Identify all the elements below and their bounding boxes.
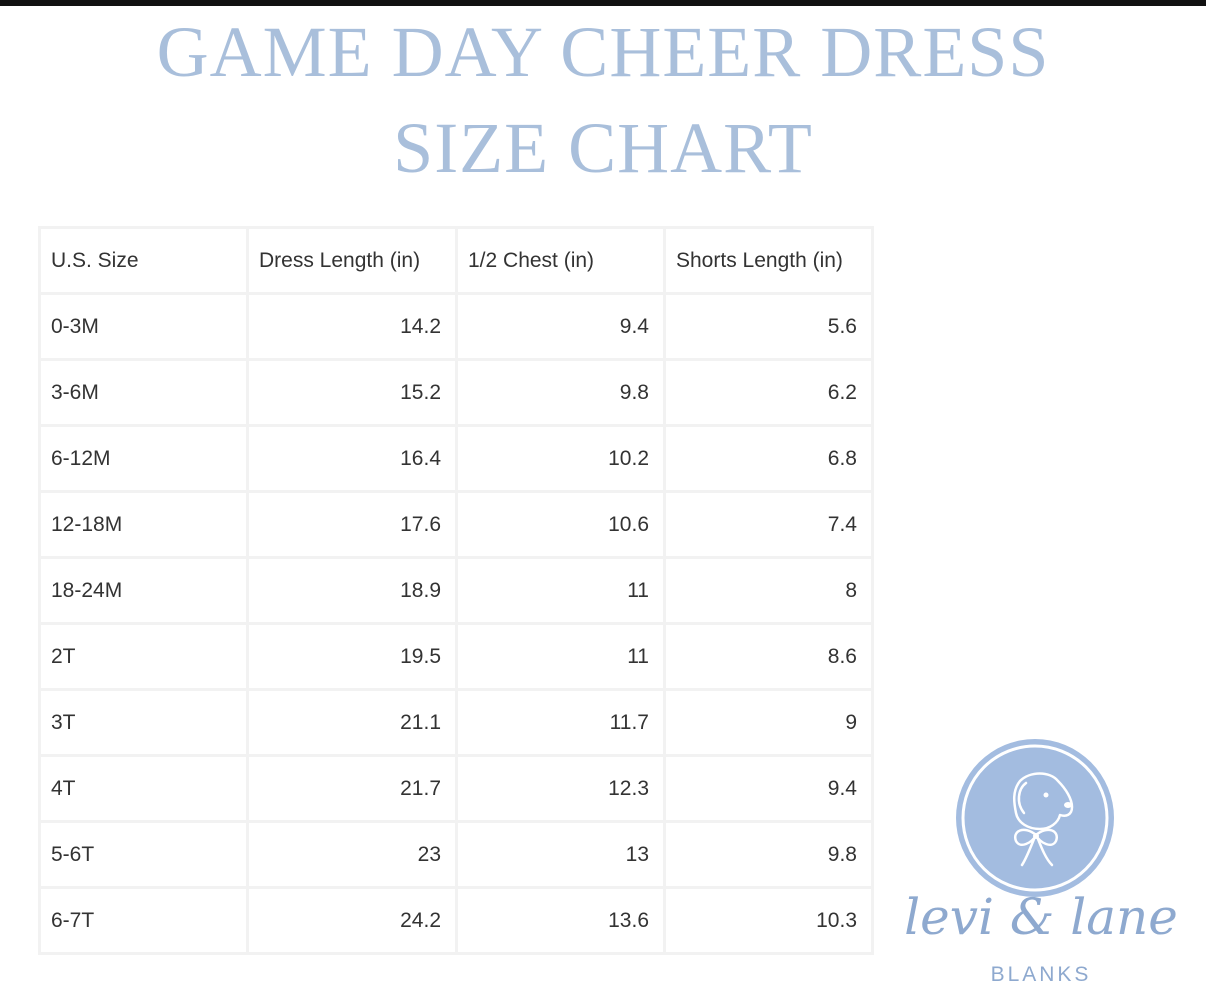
table-row: 6-7T 24.2 13.6 10.3 [38,886,874,955]
half-chest-cell: 11 [455,556,666,625]
shorts-length-cell: 7.4 [663,490,874,559]
dress-length-cell: 21.7 [246,754,458,823]
column-header-dress-length: Dress Length (in) [246,226,458,295]
table-row: 0-3M 14.2 9.4 5.6 [38,292,874,361]
brand-subtitle: BLANKS [990,963,1092,986]
dress-length-cell: 17.6 [246,490,458,559]
shorts-length-cell: 9 [663,688,874,757]
size-chart-table: U.S. Size Dress Length (in) 1/2 Chest (i… [38,226,874,955]
size-cell: 5-6T [38,820,249,889]
table-row: 3-6M 15.2 9.8 6.2 [38,358,874,427]
dog-with-bow-icon [954,737,1116,899]
shorts-length-cell: 8.6 [663,622,874,691]
size-cell: 3T [38,688,249,757]
half-chest-cell: 10.6 [455,490,666,559]
column-header-shorts-length: Shorts Length (in) [663,226,874,295]
table-row: 3T 21.1 11.7 9 [38,688,874,757]
half-chest-cell: 11.7 [455,688,666,757]
top-border [0,0,1206,6]
table-row: 4T 21.7 12.3 9.4 [38,754,874,823]
half-chest-cell: 9.8 [455,358,666,427]
table-row: 18-24M 18.9 11 8 [38,556,874,625]
half-chest-cell: 13 [455,820,666,889]
size-cell: 2T [38,622,249,691]
half-chest-cell: 10.2 [455,424,666,493]
column-header-half-chest: 1/2 Chest (in) [455,226,666,295]
size-cell: 18-24M [38,556,249,625]
shorts-length-cell: 9.8 [663,820,874,889]
dress-length-cell: 16.4 [246,424,458,493]
shorts-length-cell: 10.3 [663,886,874,955]
table-row: 2T 19.5 11 8.6 [38,622,874,691]
dress-length-cell: 23 [246,820,458,889]
dress-length-cell: 14.2 [246,292,458,361]
shorts-length-cell: 8 [663,556,874,625]
dress-length-cell: 21.1 [246,688,458,757]
half-chest-cell: 12.3 [455,754,666,823]
dress-length-cell: 24.2 [246,886,458,955]
table-row: 6-12M 16.4 10.2 6.8 [38,424,874,493]
size-cell: 0-3M [38,292,249,361]
half-chest-cell: 13.6 [455,886,666,955]
table-header-row: U.S. Size Dress Length (in) 1/2 Chest (i… [38,226,874,295]
dress-length-cell: 15.2 [246,358,458,427]
page-title-line-1: GAME DAY CHEER DRESS [156,12,1050,92]
size-cell: 4T [38,754,249,823]
dress-length-cell: 19.5 [246,622,458,691]
shorts-length-cell: 6.2 [663,358,874,427]
table-row: 5-6T 23 13 9.8 [38,820,874,889]
dress-length-cell: 18.9 [246,556,458,625]
shorts-length-cell: 9.4 [663,754,874,823]
size-cell: 6-12M [38,424,249,493]
size-cell: 12-18M [38,490,249,559]
shorts-length-cell: 6.8 [663,424,874,493]
table-row: 12-18M 17.6 10.6 7.4 [38,490,874,559]
shorts-length-cell: 5.6 [663,292,874,361]
column-header-us-size: U.S. Size [38,226,249,295]
size-cell: 3-6M [38,358,249,427]
size-cell: 6-7T [38,886,249,955]
half-chest-cell: 11 [455,622,666,691]
page-title-line-2: SIZE CHART [393,108,813,188]
brand-name: levi & lane [904,888,1178,946]
half-chest-cell: 9.4 [455,292,666,361]
